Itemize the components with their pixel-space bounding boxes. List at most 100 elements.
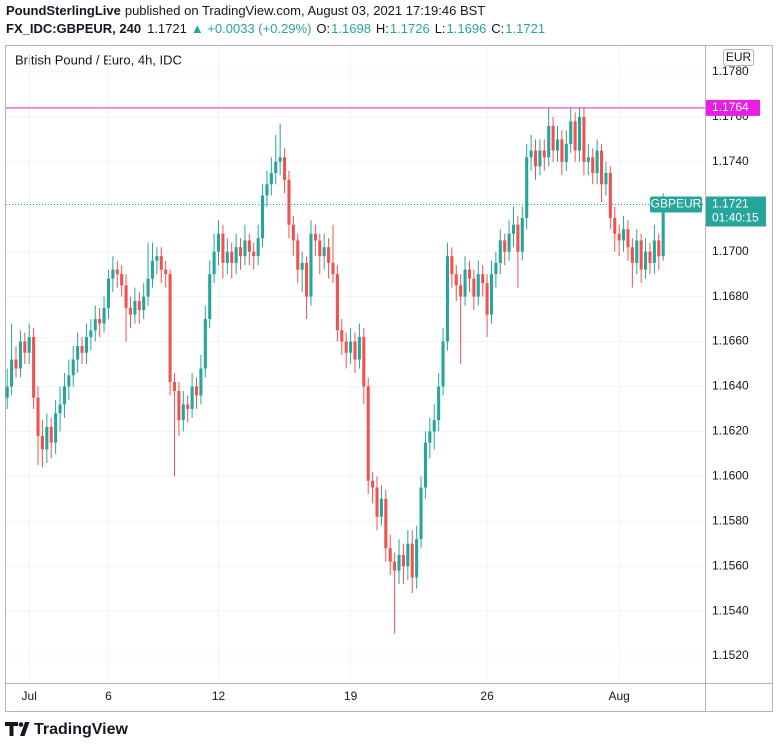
candle-body — [661, 204, 665, 257]
symbol-box — [650, 196, 702, 213]
y-tick-label: 1.1700 — [712, 244, 749, 258]
candle-body — [128, 307, 133, 315]
symbol: FX_IDC:GBPEUR, 240 — [6, 21, 141, 36]
candle-body — [357, 337, 361, 360]
candle-body — [5, 386, 9, 398]
candle-body — [150, 260, 155, 279]
candle-body — [485, 283, 489, 315]
candle-body — [309, 233, 313, 297]
candle-body — [172, 381, 177, 391]
candle-body — [76, 346, 80, 360]
candle-body — [520, 217, 524, 252]
candle-body — [533, 150, 538, 167]
y-tick-label: 1.1560 — [712, 558, 749, 572]
candle-body — [133, 301, 137, 315]
ohlc-value: 1.1721 — [505, 21, 545, 36]
candle-body — [441, 341, 445, 387]
candle-body — [538, 150, 542, 167]
candle-body — [344, 341, 348, 353]
candle-body — [569, 121, 573, 144]
currency: EUR — [726, 50, 752, 64]
candle-body — [124, 285, 128, 308]
ohlc-key: O: — [316, 21, 330, 36]
candle-body — [181, 404, 185, 421]
candle-body — [401, 554, 405, 567]
candle-body — [419, 487, 423, 540]
x-tick-label: Aug — [608, 689, 629, 703]
candle-body — [511, 224, 516, 234]
candle-body — [551, 125, 555, 151]
candle-body — [221, 233, 225, 263]
candle-body — [657, 240, 661, 257]
candle-body — [84, 337, 88, 353]
candle-body — [93, 319, 97, 331]
y-tick-label: 1.1620 — [712, 424, 749, 438]
candle-body — [14, 359, 18, 369]
candle-body — [89, 330, 93, 338]
candle-body — [608, 173, 612, 218]
y-tick-label: 1.1680 — [712, 289, 749, 303]
candle-body — [203, 319, 207, 369]
candle-body — [459, 285, 463, 297]
candle-body — [397, 554, 401, 571]
candle-body — [507, 233, 511, 252]
candle-body — [49, 426, 53, 443]
candle-body — [547, 125, 551, 158]
candle-body — [54, 413, 58, 443]
candle-body — [481, 274, 485, 284]
published: published on TradingView.com, August 03,… — [125, 3, 485, 18]
candle-body — [318, 240, 322, 257]
candle-body — [278, 157, 282, 162]
candle-body — [582, 116, 586, 162]
candle-body — [58, 404, 62, 414]
ohlc-value: 1.1726 — [390, 21, 430, 36]
candle-body — [406, 543, 410, 567]
candle-body — [375, 487, 379, 517]
candle-body — [230, 251, 234, 263]
price-label: 1.1721 — [712, 197, 749, 211]
x-tick-label: Jul — [22, 689, 37, 703]
candle-body — [463, 269, 467, 297]
candle-body — [489, 274, 494, 315]
candle-body — [635, 240, 639, 263]
candle-body — [115, 269, 119, 275]
candle-body — [208, 274, 212, 320]
candle-body — [137, 301, 141, 311]
ohlc-key: H: — [376, 21, 389, 36]
ohlc-key: L: — [435, 21, 446, 36]
last-price: 1.1721 — [147, 21, 187, 36]
candle-body — [586, 157, 590, 162]
candle-body — [595, 150, 599, 174]
candle-body — [353, 341, 357, 360]
candle-body — [445, 256, 449, 342]
candle-body — [476, 274, 480, 297]
candle-body — [384, 498, 388, 549]
candle-body — [393, 561, 397, 571]
countdown-label: 01:40:15 — [712, 211, 759, 225]
y-tick-label: 1.1640 — [712, 379, 749, 393]
candle-body — [23, 341, 27, 353]
candle-body — [564, 143, 568, 162]
candle-body — [142, 296, 146, 311]
candle-body — [247, 240, 251, 252]
candle-body — [604, 173, 608, 185]
header-line: PoundSterlingLive published on TradingVie… — [6, 3, 485, 18]
symbol-label: GBPEUR — [651, 197, 702, 211]
candle-body — [467, 269, 472, 279]
candle-body — [410, 543, 414, 578]
candle-body — [261, 195, 265, 239]
horizontal-line-label-box — [706, 99, 760, 116]
y-tick-label: 1.1740 — [712, 154, 749, 168]
candle-body — [428, 431, 432, 443]
change: ▲ +0.0033 (+0.29%) — [191, 21, 312, 36]
candle-body — [243, 240, 247, 257]
candle-body — [498, 240, 502, 263]
candle-body — [327, 247, 331, 263]
candle-body — [613, 217, 617, 234]
x-tick-label: 12 — [212, 689, 226, 703]
ohlc-value: 1.1698 — [331, 21, 371, 36]
candle-body — [40, 435, 44, 450]
candle-body — [159, 256, 163, 270]
tv-logo-icon — [5, 722, 30, 736]
plot — [5, 46, 705, 683]
